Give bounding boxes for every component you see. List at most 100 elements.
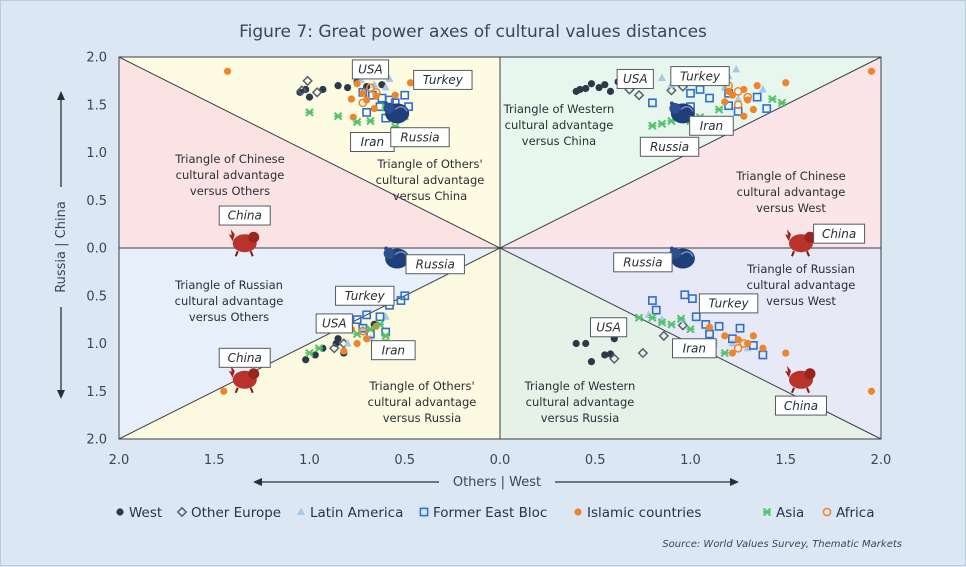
callout-label: China [784,399,818,413]
y-tick-label: 2.0 [86,51,107,66]
callout-box [371,340,416,361]
point-asia [667,320,676,329]
x-axis-arrow [253,478,739,486]
point-former-east-bloc [419,507,429,517]
china-dragon-spikes [784,365,791,378]
callout-label: Russia [400,130,439,144]
china-dragon-legs [234,250,254,257]
point-islamic [406,79,415,87]
callout-label: Russia [623,256,662,270]
point-asia [314,344,324,353]
point-west [601,81,609,89]
callout-label: China [228,209,262,223]
callout-box [335,285,395,306]
callout-usa: USA [616,68,654,89]
callout-box [670,66,730,87]
legend-label: Africa [836,505,875,521]
y-tick-label: 1.0 [86,337,107,352]
zone-label-line: cultural advantage [368,395,477,409]
point-africa [739,339,749,348]
point-west [302,356,310,364]
point-former-east-bloc [647,296,657,305]
china-dragon-legs [791,387,810,394]
point-latin-america [657,73,666,82]
china-dragon-icon [784,365,816,394]
point-west [334,335,342,343]
legend-item-islamic: Islamic countries [574,505,701,521]
point-latin-america [358,324,367,333]
china-dragon-legs [791,250,810,257]
callout-iran: Iran [371,340,416,361]
zone-label-line: versus West [766,294,836,308]
callout-box [405,254,465,275]
russia-bear-ear [384,246,389,251]
point-asia [714,105,724,114]
x-tick-label: 1.0 [299,453,320,468]
zone-label-tl-yellow: Triangle of Others' cultural advantage ver… [376,157,485,203]
point-asia [366,324,375,334]
point-asia [305,348,314,358]
zone-label-line: versus Russia [383,411,462,425]
zone-label-line: Triangle of Western [524,379,636,393]
callout-box [639,136,700,157]
point-former-east-bloc [362,107,372,117]
zone-label-line: versus China [393,189,467,203]
legend-label: Latin America [310,505,403,521]
china-dragon-head [248,368,260,380]
point-islamic [740,112,748,120]
china-dragon-head [248,231,260,243]
x-tick-label: 0.5 [585,453,606,468]
legend-item-west: West [116,505,162,521]
zone-label-line: Triangle of Others' [376,157,482,171]
point-latin-america [343,339,352,347]
callout-box [774,395,827,416]
legend-item-asia: Asia [762,505,804,521]
zone-label-line: cultural advantage [747,278,856,292]
y-tick-label: 1.5 [86,98,107,113]
point-latin-america [370,80,379,88]
zone-label-line: Triangle of Russian [746,262,855,276]
callout-china: China [218,347,271,368]
point-asia [676,314,686,323]
russia-bear-head [383,248,395,260]
point-asia [762,507,772,517]
legend-item-former-east-bloc: Former East Bloc [419,505,547,521]
point-islamic [340,347,348,355]
zone-label-line: Triangle of Chinese [174,152,285,166]
point-asia [657,318,667,327]
y-axis-arrow [57,91,65,399]
point-islamic [363,96,371,104]
zone-label-br-green: Triangle of Western cultural advantage ver… [524,379,636,425]
callout-russia: Russia [405,254,465,275]
point-west [572,87,580,95]
china-dragon-icon [784,229,816,257]
point-islamic [359,89,367,97]
x-tick-label: 1.5 [775,453,796,468]
point-islamic [749,105,757,114]
y-tick-label: 1.0 [86,146,107,161]
callout-china: China [813,223,866,244]
point-former-east-bloc [724,101,733,111]
point-islamic [759,344,767,352]
point-islamic [363,335,371,343]
point-islamic [721,332,729,340]
point-west [305,93,314,101]
point-former-east-bloc [735,323,745,333]
point-islamic [220,387,228,395]
point-former-east-bloc [352,315,362,325]
axis-ticks: 2.0 1.5 1.0 0.5 0.0 0.5 1.0 1.5 2.02.01.51.00.50… [86,51,891,469]
point-islamic [867,67,876,75]
point-asia [305,108,314,117]
point-other-europe [658,330,670,342]
point-latin-america [758,84,767,93]
point-asia [381,331,390,341]
callout-box [672,338,717,359]
china-dragon-head [804,231,816,243]
russia-bear-highlight [680,251,694,257]
point-latin-america [734,94,743,103]
legend-label: Former East Bloc [433,505,547,521]
point-africa [366,83,375,92]
axes-lines [118,56,882,440]
point-other-europe [633,89,645,101]
legend-label: Islamic countries [587,505,701,521]
